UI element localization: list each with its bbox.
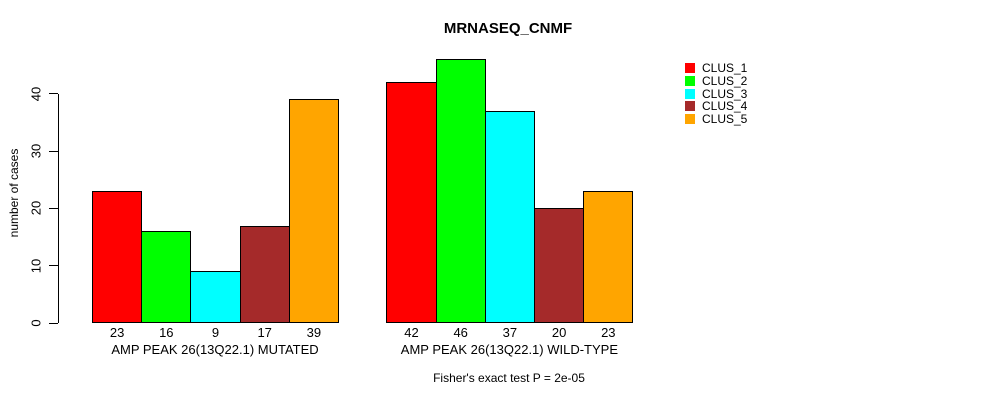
legend-item-clus_1: CLUS_1	[685, 62, 747, 75]
legend-item-clus_2: CLUS_2	[685, 75, 747, 88]
y-tick-label: 0	[28, 319, 44, 327]
bar-clus_1-group1	[92, 191, 143, 323]
y-tick-mark	[49, 265, 58, 267]
bar-value-label: 42	[404, 325, 419, 340]
bar-value-label: 23	[601, 325, 616, 340]
group-label: AMP PEAK 26(13Q22.1) WILD-TYPE	[400, 342, 619, 357]
bar-value-label: 37	[502, 325, 518, 340]
bar-clus_4-group2	[534, 208, 585, 323]
y-axis-line	[58, 93, 59, 323]
y-tick-mark	[49, 322, 58, 324]
legend-item-clus_4: CLUS_4	[685, 100, 747, 113]
legend-item-clus_5: CLUS_5	[685, 113, 747, 126]
y-tick-label: 40	[28, 86, 44, 101]
bar-clus_4-group1	[239, 225, 290, 323]
legend-swatch-icon	[685, 114, 695, 125]
bar-value-label: 46	[453, 325, 468, 340]
legend-swatch-icon	[685, 101, 695, 112]
bar-value-label: 20	[551, 325, 567, 340]
legend-label: CLUS_5	[702, 112, 748, 127]
legend-label: CLUS_1	[702, 61, 748, 76]
y-axis-title: number of cases	[7, 148, 21, 238]
bar-clus_5-group1	[288, 99, 339, 323]
group-label: AMP PEAK 26(13Q22.1) MUTATED	[111, 342, 319, 357]
legend-swatch-icon	[685, 88, 695, 99]
y-tick-label: 20	[28, 201, 44, 216]
legend-swatch-icon	[685, 63, 695, 74]
chart-title: MRNASEQ_CNMF	[443, 20, 573, 37]
legend-label: CLUS_4	[702, 99, 748, 114]
bar-clus_2-group2	[435, 59, 486, 323]
bar-clus_3-group1	[190, 271, 241, 323]
y-tick-mark	[49, 150, 58, 152]
bar-clus_2-group1	[141, 231, 192, 323]
y-tick-mark	[49, 207, 58, 209]
legend-item-clus_3: CLUS_3	[685, 87, 747, 100]
bar-value-label: 39	[306, 325, 322, 340]
y-tick-mark	[49, 93, 58, 95]
bar-value-label: 17	[257, 325, 272, 340]
bar-value-label: 16	[159, 325, 174, 340]
legend-label: CLUS_2	[702, 74, 748, 89]
bar-value-label: 23	[109, 325, 125, 340]
y-tick-label: 10	[28, 258, 44, 273]
y-tick-label: 30	[28, 143, 44, 159]
legend-label: CLUS_3	[702, 86, 748, 101]
fisher-test-caption: Fisher's exact test P = 2e-05	[433, 371, 585, 385]
bar-clus_1-group2	[386, 82, 437, 323]
legend: CLUS_1 CLUS_2 CLUS_3 CLUS_4 CLUS_5	[685, 62, 747, 125]
bar-clus_5-group2	[583, 191, 634, 323]
bar-clus_3-group2	[484, 110, 535, 323]
legend-swatch-icon	[685, 76, 695, 87]
bar-value-label: 9	[211, 325, 220, 340]
